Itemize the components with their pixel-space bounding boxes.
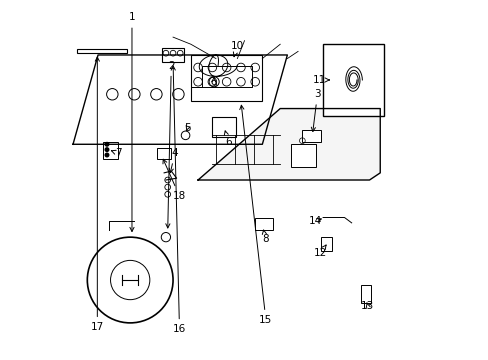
Bar (103, 143, 118, 158)
Bar (212, 117, 235, 137)
Text: 12: 12 (313, 245, 326, 258)
Bar (255, 217, 272, 230)
Text: 13: 13 (360, 301, 374, 311)
Polygon shape (198, 109, 380, 180)
Bar (323, 44, 383, 116)
Circle shape (105, 153, 108, 157)
Text: 5: 5 (183, 123, 190, 133)
Text: 10: 10 (230, 41, 244, 57)
Text: 18: 18 (163, 159, 186, 201)
Text: 16: 16 (171, 66, 186, 334)
Text: 1: 1 (128, 13, 135, 231)
Text: 15: 15 (239, 105, 272, 325)
Bar (190, 55, 262, 102)
Text: 7: 7 (111, 148, 121, 158)
Bar (301, 130, 321, 143)
Circle shape (105, 148, 108, 152)
Text: 8: 8 (262, 230, 268, 244)
Text: 6: 6 (224, 131, 231, 148)
Bar (290, 144, 315, 167)
Text: 2: 2 (165, 61, 174, 228)
Text: 11: 11 (312, 75, 328, 85)
Bar (321, 237, 331, 251)
Text: 3: 3 (311, 89, 320, 131)
Bar (360, 285, 370, 303)
Bar (157, 148, 171, 158)
Bar (162, 48, 183, 62)
Text: 17: 17 (90, 57, 104, 332)
Bar (77, 49, 126, 53)
Text: 14: 14 (308, 216, 322, 226)
Text: 9: 9 (210, 77, 216, 90)
Text: 4: 4 (169, 148, 178, 173)
Circle shape (105, 143, 108, 146)
